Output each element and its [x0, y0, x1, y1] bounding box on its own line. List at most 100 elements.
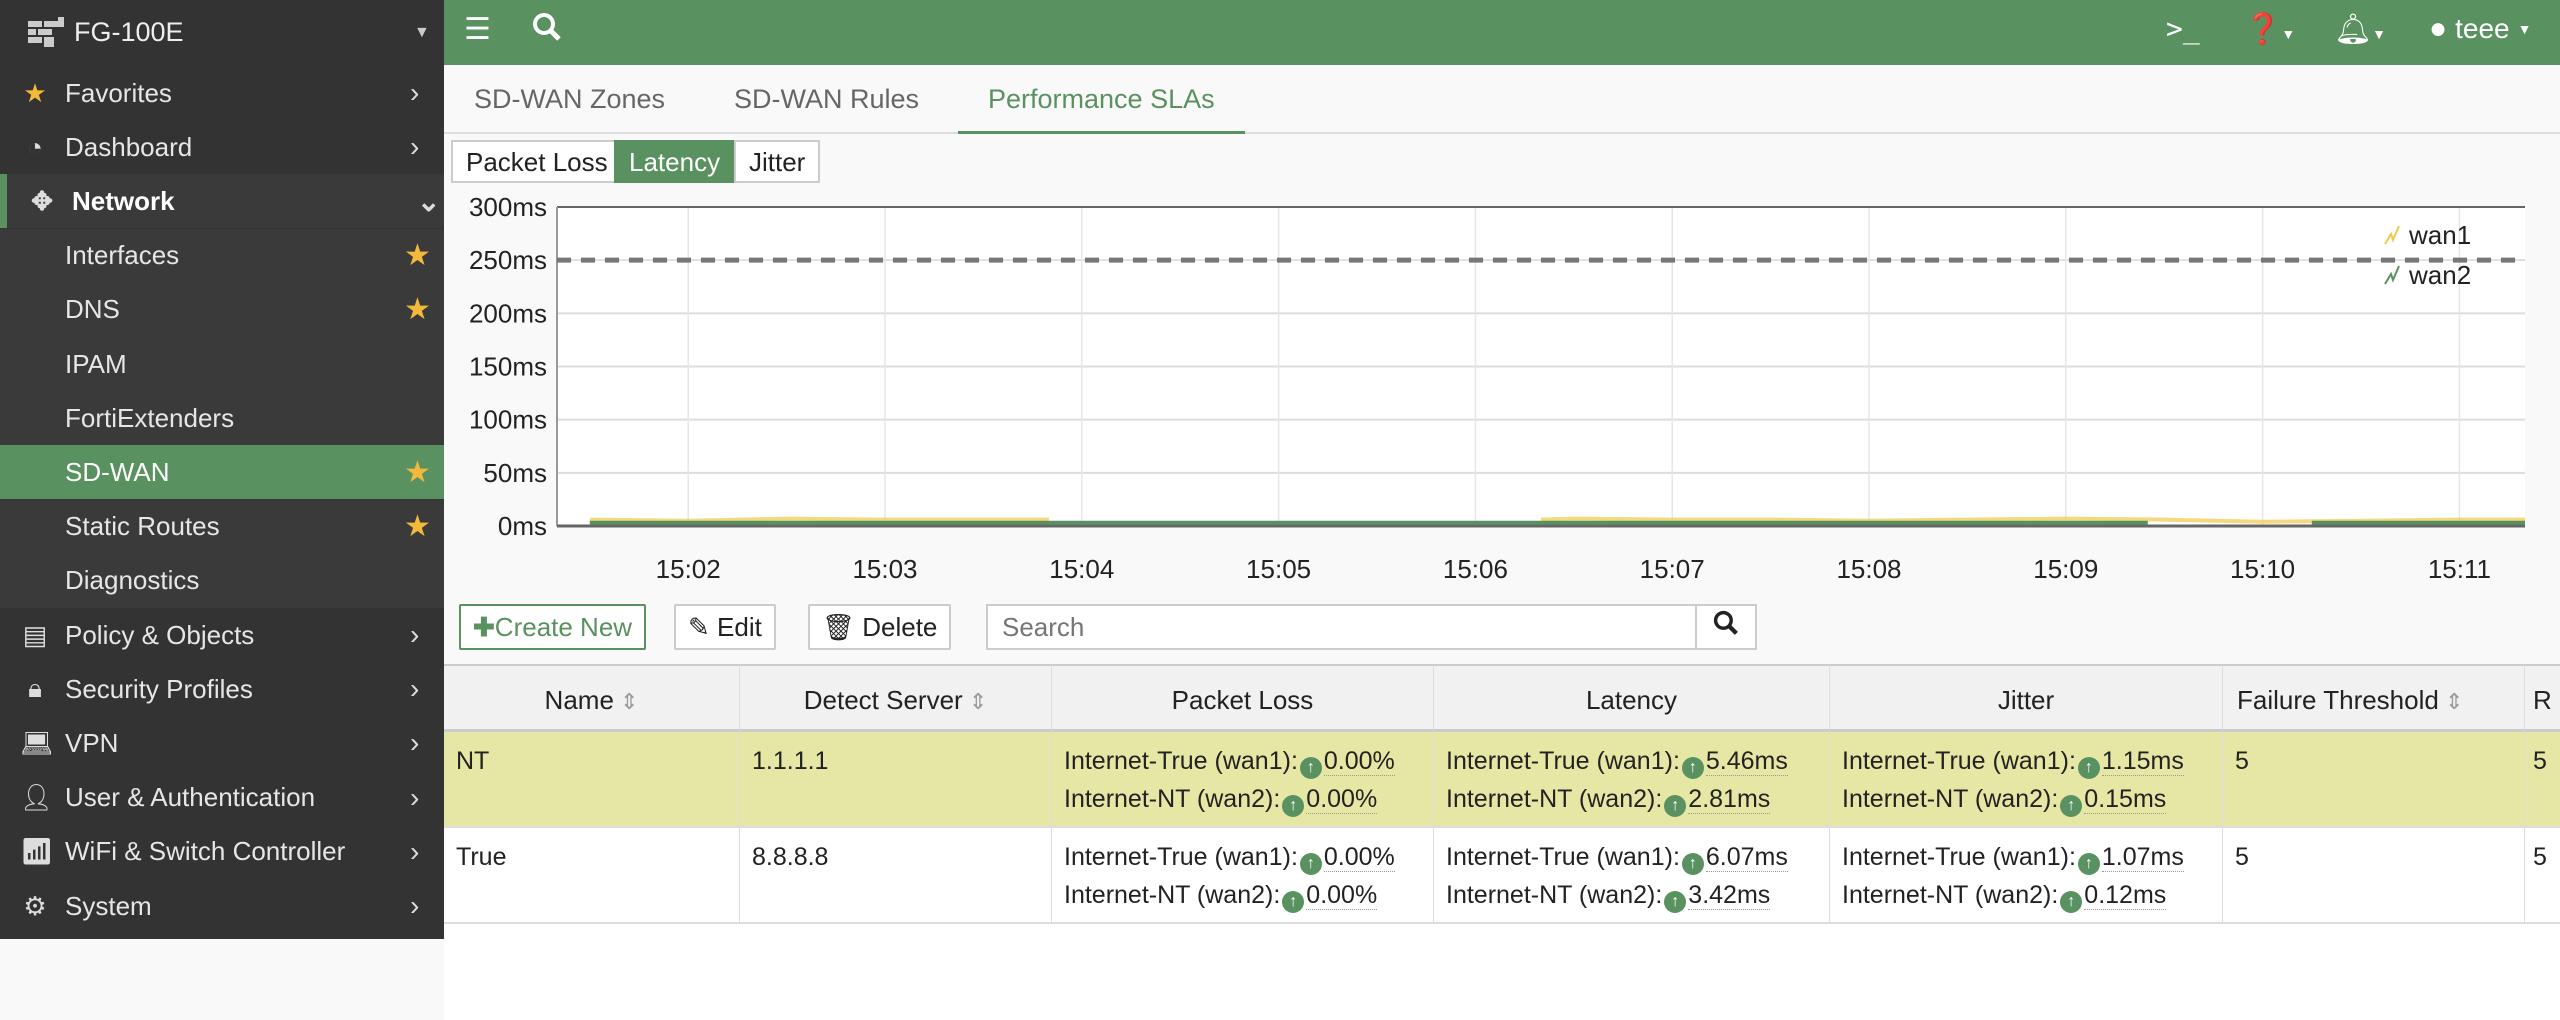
sidebar-item-label: Dashboard	[65, 131, 193, 162]
sidebar-item-dns[interactable]: DNS ★	[0, 282, 444, 337]
sidebar-item-label: Security Profiles	[65, 673, 253, 704]
favorite-star-icon[interactable]: ★	[404, 293, 431, 327]
sla-member-status: Internet-True (wan1): ↑ 0.00%	[1064, 742, 1433, 780]
sidebar-item-label: Diagnostics	[65, 565, 200, 596]
status-up-icon: ↑	[1681, 757, 1704, 779]
x-tick-label: 15:04	[1049, 554, 1114, 584]
sidebar-item-policy-objects[interactable]: ▤ Policy & Objects ›	[0, 608, 444, 662]
search-input[interactable]	[988, 606, 1678, 648]
legend-swatch-wan2	[2384, 265, 2400, 285]
sidebar-item-static-routes[interactable]: Static Routes ★	[0, 499, 444, 554]
delete-label: Delete	[862, 612, 938, 642]
table-row[interactable]: True 8.8.8.8 Internet-True (wan1): ↑ 0.00% In…	[444, 828, 2560, 924]
laptop-icon: 💻︎	[20, 727, 54, 758]
column-header-failure-threshold[interactable]: Failure Threshold ⇕	[2223, 664, 2525, 732]
sidebar-item-label: VPN	[65, 727, 119, 758]
column-header-label: Detect Server	[803, 685, 963, 715]
column-header-detect-server[interactable]: Detect Server ⇕	[740, 664, 1052, 732]
status-up-icon: ↑	[1282, 891, 1305, 913]
sla-member-status: Internet-True (wan1): ↑ 0.00%	[1064, 838, 1433, 876]
sidebar-item-interfaces[interactable]: Interfaces ★	[0, 228, 444, 283]
status-up-icon: ↑	[2077, 853, 2100, 875]
sla-member-status: Internet-NT (wan2): ↑ 0.15ms	[1842, 780, 2222, 818]
sidebar-item-label: Interfaces	[65, 240, 180, 271]
tab-sd-wan-rules[interactable]: SD-WAN Rules	[734, 84, 920, 114]
sidebar-item-user-authentication[interactable]: 👤︎ User & Authentication ›	[0, 771, 444, 825]
x-tick-label: 15:03	[852, 554, 917, 584]
sidebar-item-label: IPAM	[65, 348, 127, 379]
tab-performance-slas[interactable]: Performance SLAs	[958, 65, 1245, 134]
y-tick-label: 250ms	[469, 245, 547, 275]
metric-jitter-button[interactable]: Jitter	[734, 140, 821, 183]
sort-icon[interactable]: ⇕	[2438, 689, 2464, 714]
sort-icon[interactable]: ⇕	[613, 689, 639, 714]
favorite-star-icon[interactable]: ★	[404, 239, 431, 273]
sidebar-item-favorites[interactable]: ★ Favorites ›	[0, 66, 444, 120]
lock-icon: 🔒︎	[28, 673, 42, 704]
sidebar-item-label: User & Authentication	[65, 782, 316, 813]
search-button-icon[interactable]	[1695, 606, 1755, 648]
x-tick-label: 15:07	[1640, 554, 1705, 584]
help-icon[interactable]: ❓▼	[2244, 13, 2296, 46]
sidebar-item-diagnostics[interactable]: Diagnostics	[0, 553, 444, 608]
table-row[interactable]: NT 1.1.1.1 Internet-True (wan1): ↑ 0.00% Inte…	[444, 732, 2560, 828]
favorite-star-icon[interactable]: ★	[404, 510, 431, 544]
search-icon[interactable]	[532, 12, 562, 50]
x-tick-label: 15:06	[1443, 554, 1508, 584]
chevron-down-icon: ⌄	[417, 185, 441, 217]
member-label: Internet-True (wan1):	[1842, 747, 2076, 775]
sidebar-item-fortiextenders[interactable]: FortiExtenders	[0, 391, 444, 446]
x-tick-label: 15:08	[1836, 554, 1901, 584]
wifi-icon: 📶︎	[20, 836, 54, 867]
sidebar-item-wifi-switch-controller[interactable]: 📶︎ WiFi & Switch Controller ›	[0, 825, 444, 879]
user-menu[interactable]: ● teee ▼	[2429, 12, 2531, 46]
column-header-name[interactable]: Name ⇕	[444, 664, 740, 732]
sidebar-item-vpn[interactable]: 💻︎ VPN ›	[0, 716, 444, 770]
edit-button[interactable]: ✎ Edit	[674, 604, 776, 650]
chevron-right-icon: ›	[410, 781, 420, 813]
sidebar-item-label: Static Routes	[65, 511, 220, 542]
chevron-right-icon: ›	[410, 890, 420, 921]
sidebar-item-security-profiles[interactable]: 🔒︎ Security Profiles ›	[0, 662, 444, 716]
sidebar-item-dashboard[interactable]: ◔ Dashboard ›	[0, 120, 444, 174]
metric-latency-button[interactable]: Latency	[614, 140, 736, 183]
member-value: 0.00%	[1306, 785, 1378, 814]
sidebar-item-system[interactable]: ⚙ System ›	[0, 879, 444, 933]
sidebar-item-label: SD-WAN	[65, 456, 170, 487]
latency-chart: 0ms 50ms 100ms 150ms 200ms 250ms 300ms 15:02 15:…	[469, 192, 2525, 584]
legend-label-wan1: wan1	[2408, 220, 2471, 250]
cell-detect-server: 1.1.1.1	[740, 732, 1052, 828]
top-bar: ☰ >_ ❓▼ 🔔︎▼ ● teee ▼	[444, 0, 2560, 65]
sidebar-item-network[interactable]: ✥ Network ⌄	[0, 174, 444, 229]
favorite-star-icon[interactable]: ★	[404, 455, 431, 489]
status-up-icon: ↑	[1664, 891, 1687, 913]
y-tick-label: 0ms	[498, 511, 547, 541]
sort-icon[interactable]: ⇕	[962, 689, 988, 714]
metric-packet-loss-button[interactable]: Packet Loss	[451, 140, 623, 183]
status-up-icon: ↑	[2060, 795, 2083, 817]
menu-toggle-icon[interactable]: ☰	[464, 13, 491, 46]
cli-console-icon[interactable]: >_	[2166, 12, 2200, 45]
user-icon: 👤︎	[20, 782, 54, 813]
policy-icon: ▤	[22, 619, 48, 650]
member-label: Internet-True (wan1):	[1446, 843, 1680, 871]
member-value: 2.81ms	[1688, 785, 1771, 814]
delete-button[interactable]: 🗑︎ Delete	[808, 604, 952, 650]
column-header-latency[interactable]: Latency	[1434, 664, 1830, 732]
member-label: Internet-NT (wan2):	[1064, 785, 1281, 813]
sidebar-item-sd-wan[interactable]: SD-WAN ★	[0, 445, 444, 500]
column-header-label: R	[2533, 685, 2552, 715]
sla-member-status: Internet-True (wan1): ↑ 1.07ms	[1842, 838, 2222, 876]
member-value: 1.07ms	[2101, 843, 2184, 872]
device-selector[interactable]: FG-100E ▼	[0, 0, 444, 65]
column-header-jitter[interactable]: Jitter	[1830, 664, 2223, 732]
member-value: 0.15ms	[2084, 785, 2167, 814]
tab-sd-wan-zones[interactable]: SD-WAN Zones	[474, 84, 666, 114]
sidebar-item-ipam[interactable]: IPAM	[0, 337, 444, 391]
create-new-button[interactable]: ✚Create New	[459, 604, 647, 650]
sla-member-status: Internet-True (wan1): ↑ 6.07ms	[1446, 838, 1829, 876]
column-header-packet-loss[interactable]: Packet Loss	[1052, 664, 1434, 732]
notifications-bell-icon[interactable]: 🔔︎▼	[2334, 13, 2386, 46]
member-label: Internet-NT (wan2):	[1842, 881, 2059, 909]
column-header-r[interactable]: R	[2525, 664, 2560, 732]
